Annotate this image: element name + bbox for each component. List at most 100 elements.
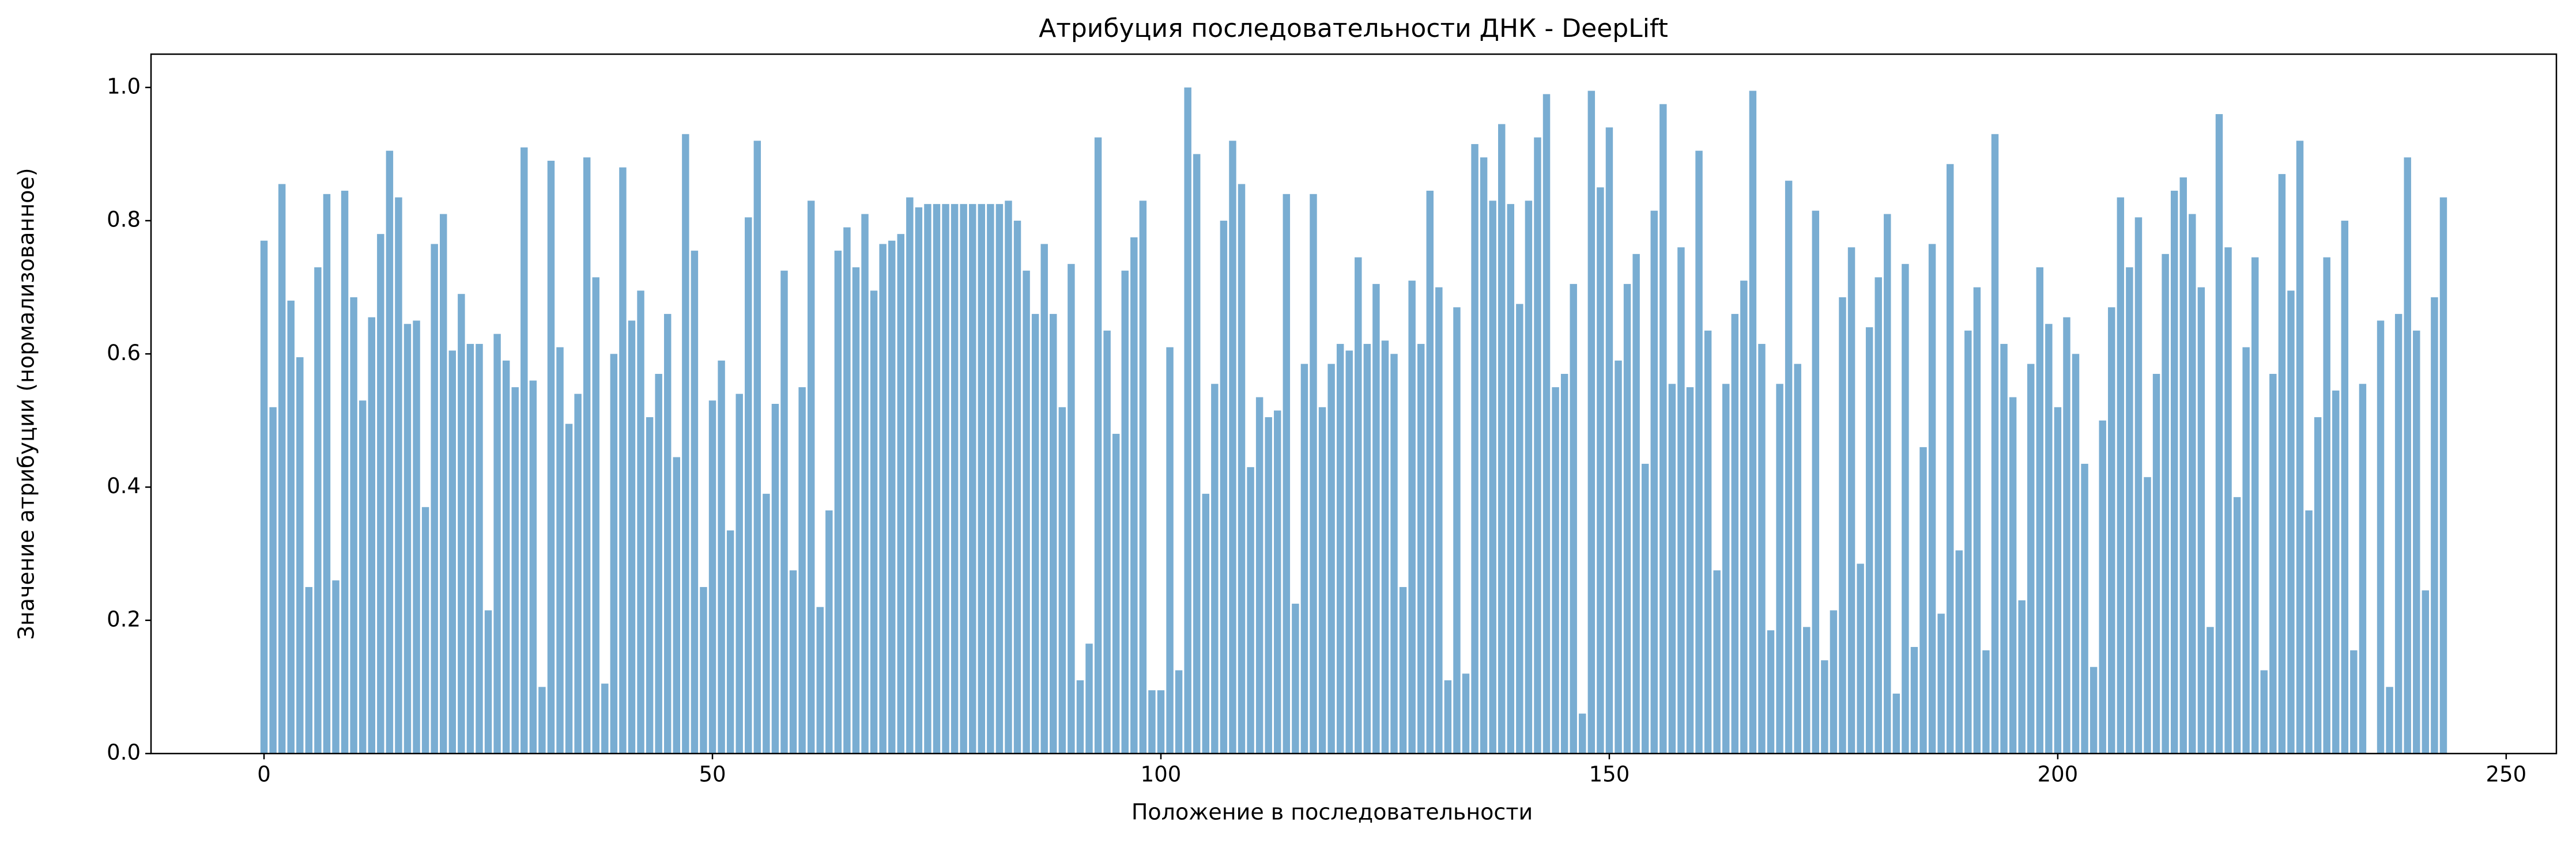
bar bbox=[323, 194, 331, 754]
bar bbox=[359, 400, 367, 754]
bar bbox=[1345, 350, 1353, 754]
bar bbox=[1875, 277, 1882, 754]
bar bbox=[708, 400, 716, 754]
bar bbox=[2260, 670, 2268, 754]
bar bbox=[2152, 373, 2160, 754]
bar bbox=[1740, 281, 1748, 754]
bar bbox=[2045, 324, 2053, 754]
bar bbox=[1139, 200, 1147, 754]
bar bbox=[2099, 420, 2106, 754]
bar bbox=[1050, 313, 1057, 754]
bar bbox=[978, 204, 986, 754]
bar bbox=[1767, 630, 1775, 754]
bar bbox=[1444, 680, 1452, 754]
bar bbox=[2341, 221, 2349, 754]
bar bbox=[628, 320, 636, 754]
bar bbox=[646, 417, 654, 754]
bar bbox=[1148, 690, 1156, 754]
bar bbox=[260, 240, 268, 754]
bar bbox=[1857, 563, 1864, 754]
bar bbox=[2242, 347, 2250, 754]
bar bbox=[843, 227, 851, 754]
bar bbox=[2439, 197, 2447, 754]
bar bbox=[1892, 693, 1900, 754]
bar bbox=[1157, 690, 1165, 754]
bar bbox=[386, 150, 394, 754]
bar bbox=[1552, 387, 1559, 754]
bar bbox=[655, 373, 662, 754]
bar bbox=[1130, 237, 1138, 754]
bar bbox=[448, 350, 457, 754]
bar bbox=[1695, 150, 1703, 754]
bar bbox=[521, 147, 528, 754]
y-tick-label: 0.8 bbox=[107, 207, 141, 232]
bar bbox=[1327, 364, 1335, 754]
bar bbox=[1417, 343, 1425, 754]
bar bbox=[440, 214, 447, 754]
bar bbox=[592, 277, 599, 754]
bar bbox=[852, 267, 860, 754]
bar bbox=[2422, 590, 2430, 754]
bar bbox=[1758, 343, 1766, 754]
bar bbox=[789, 570, 797, 754]
bar bbox=[395, 197, 402, 754]
x-tick-label: 250 bbox=[2486, 762, 2527, 787]
bar bbox=[816, 607, 824, 754]
x-tick-label: 50 bbox=[699, 762, 726, 787]
bar bbox=[511, 387, 519, 754]
bar bbox=[2296, 141, 2304, 754]
bar bbox=[1211, 384, 1219, 754]
bar bbox=[924, 204, 931, 754]
bar bbox=[2386, 687, 2393, 754]
bar bbox=[870, 290, 878, 754]
bar bbox=[1058, 407, 1066, 754]
x-tick-label: 0 bbox=[257, 762, 271, 787]
bar bbox=[1964, 330, 1972, 754]
chart-title: Атрибуция последовательности ДНК - DeepL… bbox=[1039, 14, 1668, 43]
bar bbox=[2018, 600, 2026, 754]
bar bbox=[538, 687, 546, 754]
bar bbox=[1112, 434, 1120, 754]
bar bbox=[2215, 114, 2223, 754]
bar bbox=[834, 251, 842, 754]
bar bbox=[1812, 210, 1820, 754]
bar bbox=[1068, 264, 1075, 754]
bar bbox=[2054, 407, 2062, 754]
bar bbox=[1677, 247, 1685, 754]
bar bbox=[1946, 164, 1954, 754]
bar bbox=[1023, 270, 1030, 754]
bar bbox=[763, 494, 770, 754]
bar bbox=[1318, 407, 1326, 754]
bar bbox=[906, 197, 914, 754]
bar bbox=[2359, 384, 2367, 754]
bar bbox=[601, 683, 609, 754]
bar bbox=[2197, 287, 2205, 754]
bar bbox=[736, 393, 743, 754]
bar bbox=[987, 204, 994, 754]
bar bbox=[296, 357, 304, 754]
bar bbox=[1489, 200, 1496, 754]
bar bbox=[753, 141, 761, 754]
bar bbox=[1507, 204, 1515, 754]
bar bbox=[269, 407, 277, 754]
plot-frame bbox=[150, 53, 2558, 755]
bar bbox=[771, 404, 779, 754]
bar bbox=[1865, 327, 1873, 754]
bar bbox=[726, 530, 734, 754]
bar bbox=[1839, 297, 1846, 754]
bar bbox=[565, 423, 573, 754]
bar bbox=[807, 200, 815, 754]
bar bbox=[1471, 144, 1479, 754]
bar bbox=[1498, 124, 1506, 754]
bar bbox=[502, 360, 510, 754]
bar bbox=[2000, 343, 2008, 754]
bar bbox=[1453, 307, 1461, 754]
bar bbox=[673, 457, 680, 754]
bar bbox=[1623, 283, 1631, 754]
y-tick-label: 1.0 bbox=[107, 74, 141, 99]
bar bbox=[1542, 94, 1551, 754]
bar bbox=[610, 354, 618, 754]
bar bbox=[2036, 267, 2044, 754]
bar bbox=[1094, 137, 1102, 754]
